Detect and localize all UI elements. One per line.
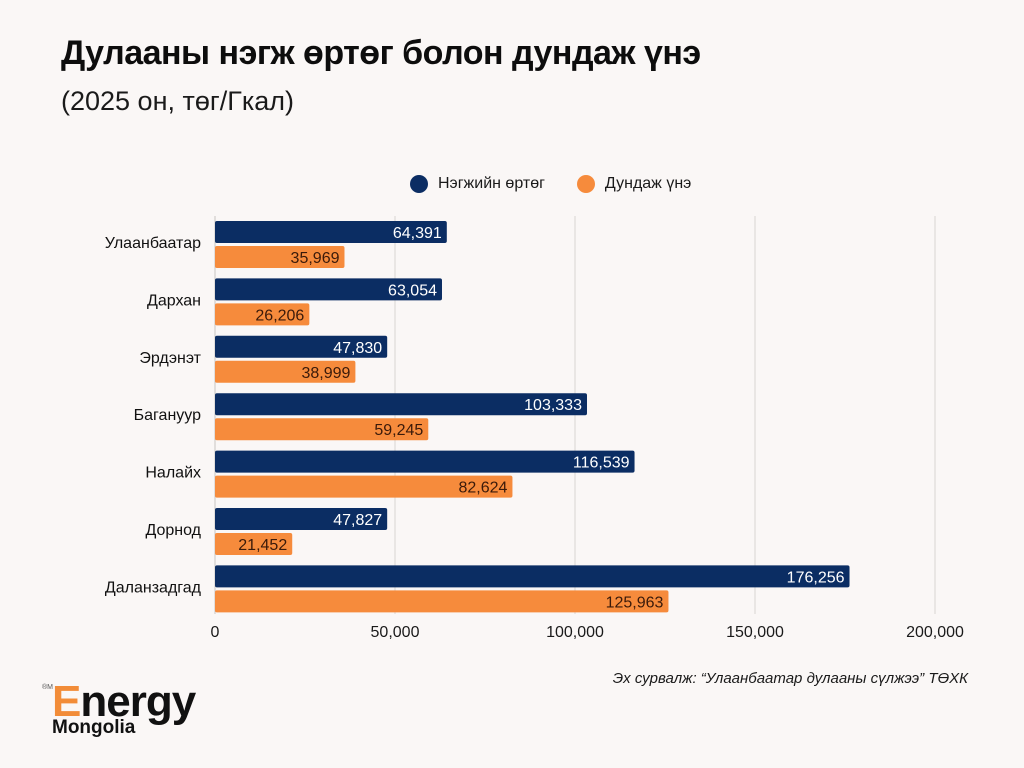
- category-label: Эрдэнэт: [139, 350, 201, 367]
- bar: [215, 565, 850, 588]
- logo-text-main: nergy: [80, 677, 196, 726]
- x-tick-label: 50,000: [371, 624, 420, 641]
- data-label: 63,054: [388, 282, 437, 299]
- bar: [215, 418, 429, 441]
- data-label: 21,452: [238, 537, 287, 554]
- legend-label-average-price: Дундаж үнэ: [604, 175, 692, 192]
- legend-item-average-price[interactable]: Дундаж үнэ: [576, 175, 692, 193]
- legend-marker-average-price: [576, 175, 595, 193]
- legend-label-unit-cost: Нэгжийн өртөг: [438, 175, 545, 192]
- data-label: 116,539: [573, 455, 630, 472]
- category-label: Багануур: [134, 407, 201, 424]
- legend: Нэгжийн өртөг Дундаж үнэ: [410, 175, 691, 193]
- bar: [215, 533, 293, 555]
- bar: [215, 450, 635, 473]
- data-label: 125,963: [606, 594, 664, 611]
- bar: [215, 360, 356, 383]
- x-tick-label: 150,000: [726, 624, 784, 641]
- logo-text-sub: Mongolia: [52, 717, 136, 738]
- data-label: 26,206: [255, 307, 304, 324]
- chart-title: Дулааны нэгж өртөг болон дундаж үнэ: [61, 34, 701, 72]
- legend-marker-unit-cost: [410, 175, 428, 193]
- category-label: Налайх: [145, 465, 201, 482]
- bar: [215, 278, 442, 301]
- category-label: Дархан: [147, 292, 201, 309]
- x-tick-label: 100,000: [546, 624, 604, 641]
- bar: [215, 303, 310, 326]
- data-label: 64,391: [393, 225, 442, 242]
- x-tick-label: 200,000: [906, 624, 964, 641]
- data-label: 59,245: [374, 422, 423, 439]
- data-label: 38,999: [301, 365, 350, 382]
- category-label: Улаанбаатар: [105, 235, 201, 252]
- bar: [215, 393, 587, 416]
- energy-mongolia-logo: ®M Energy Mongolia: [42, 677, 196, 738]
- data-label: 47,830: [333, 340, 382, 357]
- chart-subtitle: (2025 он, төг/Гкал): [61, 86, 295, 116]
- bar: [215, 475, 513, 498]
- x-tick-label: 0: [211, 624, 220, 641]
- data-label: 47,827: [333, 512, 382, 529]
- legend-item-unit-cost[interactable]: Нэгжийн өртөг: [410, 175, 545, 193]
- data-label: 103,333: [524, 397, 582, 414]
- bar: [215, 221, 447, 243]
- data-label: 176,256: [787, 569, 845, 586]
- bar: [215, 508, 388, 530]
- bar: [215, 590, 669, 613]
- bar: [215, 335, 388, 358]
- category-label: Дорнод: [145, 522, 201, 539]
- data-label: 82,624: [459, 480, 508, 497]
- source-note: Эх сурвалж: “Улаанбаатар дулааны сүлжээ”…: [612, 670, 968, 687]
- logo-letter-e: E: [52, 677, 81, 726]
- bar: [215, 246, 345, 268]
- category-label: Даланзадгад: [105, 579, 202, 596]
- registered-mark: ®M: [42, 684, 53, 691]
- data-label: 35,969: [291, 250, 340, 267]
